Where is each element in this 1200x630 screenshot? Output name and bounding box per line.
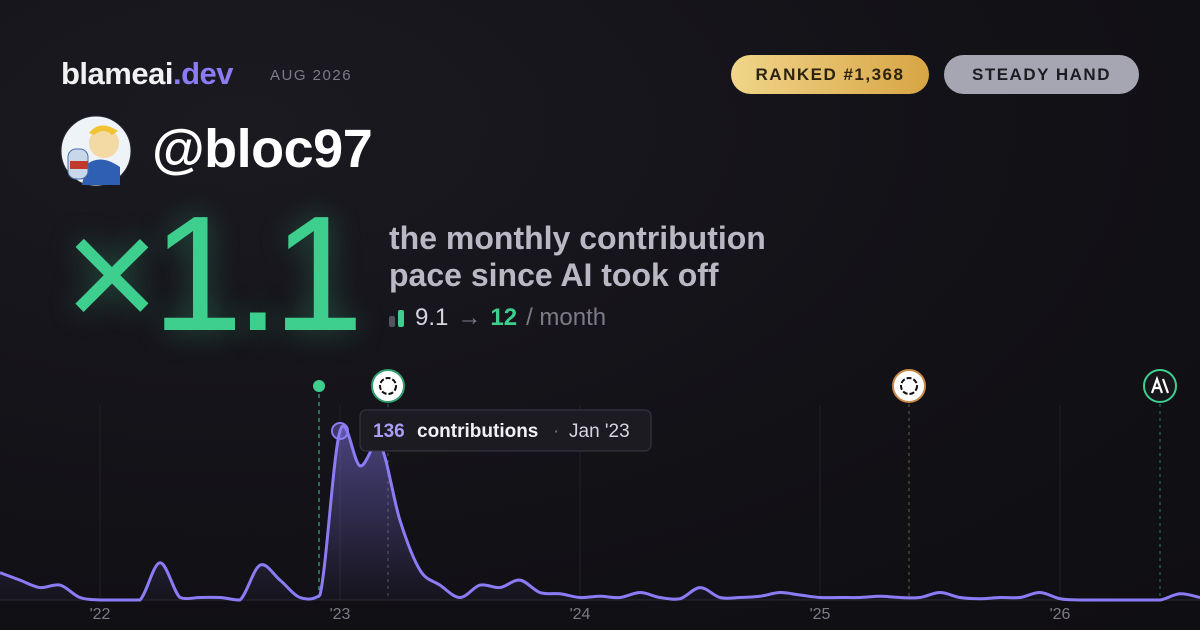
pace-unit: / month [526,304,607,331]
pace: 9.1 → 12 / month [389,304,606,332]
tooltip-date: Jan '23 [569,421,630,442]
x-tick-label: '22 [90,606,111,623]
x-tick-label: '23 [330,606,351,623]
pace-before: 9.1 [415,304,449,331]
event-icon [892,369,926,403]
pace-after: 12 [490,304,518,331]
tooltip-separator: · [553,421,559,442]
period: AUG 2026 [270,67,353,84]
tooltip-value: 136 [373,421,405,442]
brand: blameai.dev [61,56,233,92]
tooltip-label: contributions [417,421,538,442]
x-tick-label: '26 [1050,606,1071,623]
event-logo [900,377,918,395]
event-logo [379,377,397,395]
rank-badge: RANKED #1,368 [731,55,929,94]
avatar [60,115,132,187]
tooltip: 136 contributions · Jan '23 [359,409,652,452]
highlight-point [331,422,349,440]
brand-tld: .dev [172,56,234,91]
event-markers [313,369,1177,600]
event-logo [1150,375,1170,394]
line [0,424,1200,602]
style-badge: STEADY HAND [944,55,1139,94]
pace-arrow: → [457,304,482,331]
handle: @bloc97 [152,119,373,179]
event-icon [371,369,405,403]
brand-name: blameai [61,56,173,91]
description-line: pace since AI took off [389,257,719,293]
x-tick-label: '25 [810,606,831,623]
multiplier: ×1.1 [64,182,364,365]
tooltip-box [359,409,652,452]
event-dot [313,380,325,392]
description-line: the monthly contribution [389,220,766,256]
area [0,425,1200,600]
x-tick-label: '24 [570,606,591,623]
pace-icon [389,309,404,327]
